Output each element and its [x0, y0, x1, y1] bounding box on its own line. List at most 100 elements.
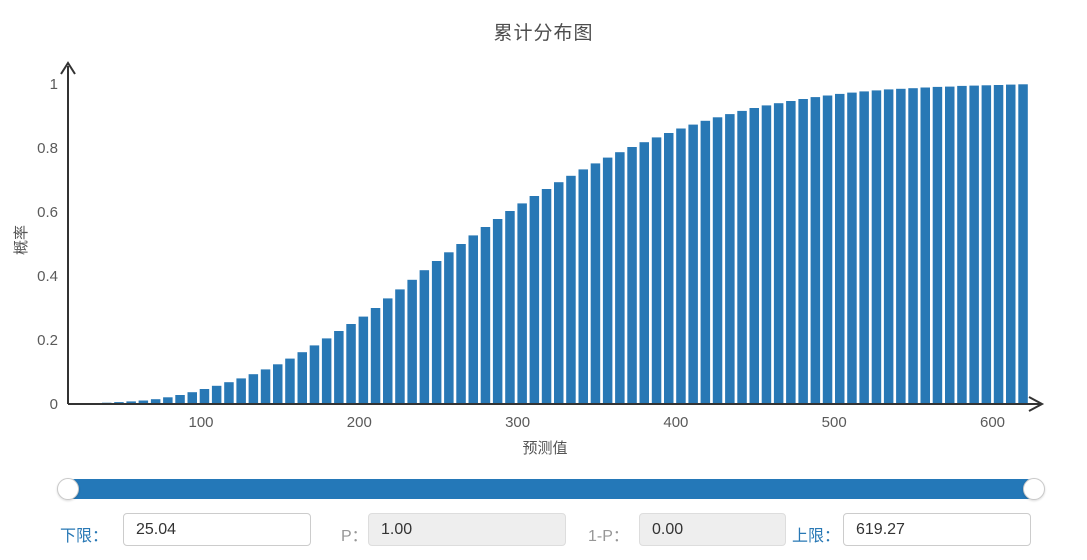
cdf-bar[interactable]: [492, 219, 503, 404]
cdf-bar[interactable]: [602, 157, 613, 404]
y-tick-label: 0.2: [37, 332, 58, 349]
cdf-bar[interactable]: [529, 196, 540, 404]
cdf-bar[interactable]: [1018, 84, 1028, 405]
cdf-bar[interactable]: [664, 133, 674, 404]
cdf-bar[interactable]: [725, 114, 735, 404]
cdf-bar[interactable]: [712, 117, 723, 405]
cdf-bar[interactable]: [810, 97, 821, 404]
cdf-bar[interactable]: [908, 88, 918, 404]
cdf-bar[interactable]: [957, 85, 967, 405]
lower-bound-input[interactable]: [123, 513, 311, 546]
cdf-bar[interactable]: [566, 175, 576, 404]
cdf-bar[interactable]: [150, 399, 161, 404]
cdf-bar[interactable]: [700, 120, 711, 405]
cdf-bar[interactable]: [309, 345, 320, 404]
cdf-bar[interactable]: [358, 316, 369, 404]
cdf-bar[interactable]: [847, 92, 857, 404]
cdf-bar[interactable]: [480, 227, 491, 404]
slider-handle-min[interactable]: [57, 478, 79, 500]
cdf-bar[interactable]: [297, 352, 308, 404]
y-tick-label: 0.4: [37, 268, 58, 285]
cdf-bar[interactable]: [578, 169, 589, 404]
cdf-bar[interactable]: [786, 101, 796, 404]
y-axis-title: 概率: [13, 225, 30, 255]
cdf-bar[interactable]: [969, 85, 979, 404]
cdf-bar[interactable]: [126, 401, 136, 404]
x-axis-title: 预测值: [522, 440, 567, 457]
cdf-bar[interactable]: [590, 163, 601, 404]
cdf-bar[interactable]: [773, 103, 784, 404]
cdf-bar[interactable]: [248, 374, 259, 404]
cdf-bar[interactable]: [419, 270, 430, 404]
cdf-bar[interactable]: [615, 152, 625, 404]
x-tick-label: 500: [822, 414, 847, 431]
cdf-bar[interactable]: [651, 137, 662, 404]
cdf-bar[interactable]: [541, 189, 552, 404]
cdf-bar[interactable]: [236, 378, 246, 404]
cdf-bar[interactable]: [639, 142, 650, 404]
cdf-bar[interactable]: [749, 108, 760, 404]
y-axis-arrow-icon: [60, 61, 76, 75]
cdf-bar[interactable]: [273, 364, 283, 404]
one-minus-p-label: 1-P：: [588, 528, 629, 545]
cdf-bar[interactable]: [737, 110, 747, 405]
upper-bound-input[interactable]: [843, 513, 1031, 546]
cdf-bar[interactable]: [456, 244, 466, 404]
x-tick-label: 200: [347, 414, 372, 431]
cdf-bar[interactable]: [370, 308, 381, 404]
cdf-bar[interactable]: [321, 338, 332, 404]
cdf-bar[interactable]: [468, 235, 479, 404]
x-tick-label: 100: [188, 414, 213, 431]
cdf-bar[interactable]: [835, 93, 845, 405]
cdf-bar[interactable]: [822, 95, 833, 405]
cdf-bar[interactable]: [798, 99, 808, 404]
cdf-bar[interactable]: [383, 298, 393, 404]
cdf-bar[interactable]: [859, 91, 869, 405]
x-tick-label: 600: [980, 414, 1005, 431]
cdf-bar[interactable]: [871, 90, 882, 405]
cdf-bar[interactable]: [1006, 84, 1016, 404]
cdf-bar[interactable]: [431, 261, 442, 404]
cdf-bar[interactable]: [163, 397, 173, 404]
slider-handle-max[interactable]: [1023, 478, 1045, 500]
cdf-bar[interactable]: [883, 89, 894, 405]
cdf-bar[interactable]: [981, 85, 992, 405]
lower-bound-label: 下限：: [60, 528, 109, 545]
x-axis-arrow-icon: [1028, 396, 1045, 412]
cdf-bar[interactable]: [260, 369, 271, 404]
cdf-bar[interactable]: [395, 289, 405, 404]
cdf-bar[interactable]: [211, 385, 222, 404]
cdf-bar[interactable]: [932, 86, 943, 405]
cdf-bar[interactable]: [199, 389, 210, 404]
cdf-bar[interactable]: [505, 211, 515, 404]
cdf-bar[interactable]: [761, 105, 772, 405]
cdf-bar[interactable]: [187, 392, 198, 404]
range-slider-track[interactable]: [65, 479, 1037, 499]
cdf-bar[interactable]: [517, 203, 527, 404]
cdf-bar[interactable]: [444, 252, 454, 404]
cdf-bar[interactable]: [346, 324, 356, 404]
y-tick-label: 0.6: [37, 204, 58, 221]
cdf-bar[interactable]: [285, 358, 295, 404]
cdf-bar[interactable]: [993, 85, 1004, 404]
p-label: P：: [341, 528, 368, 545]
cdf-bar[interactable]: [138, 400, 149, 405]
cdf-bar[interactable]: [896, 88, 906, 405]
cdf-bar[interactable]: [676, 128, 686, 405]
cdf-bar[interactable]: [334, 331, 344, 404]
cdf-bar[interactable]: [688, 124, 698, 404]
cdf-bar[interactable]: [920, 87, 931, 405]
cdf-bar[interactable]: [554, 182, 564, 404]
range-slider[interactable]: [57, 478, 1045, 500]
cdf-bar[interactable]: [945, 86, 955, 404]
cdf-bar[interactable]: [224, 382, 234, 404]
x-tick-label: 400: [663, 414, 688, 431]
p-input: [368, 513, 566, 546]
cdf-bar[interactable]: [407, 279, 417, 404]
chart-title: 累计分布图: [493, 23, 594, 44]
cdf-bar[interactable]: [627, 147, 637, 404]
cdf-bar[interactable]: [175, 395, 185, 404]
upper-bound-label: 上限：: [792, 528, 841, 545]
y-tick-label: 0.8: [37, 140, 58, 157]
